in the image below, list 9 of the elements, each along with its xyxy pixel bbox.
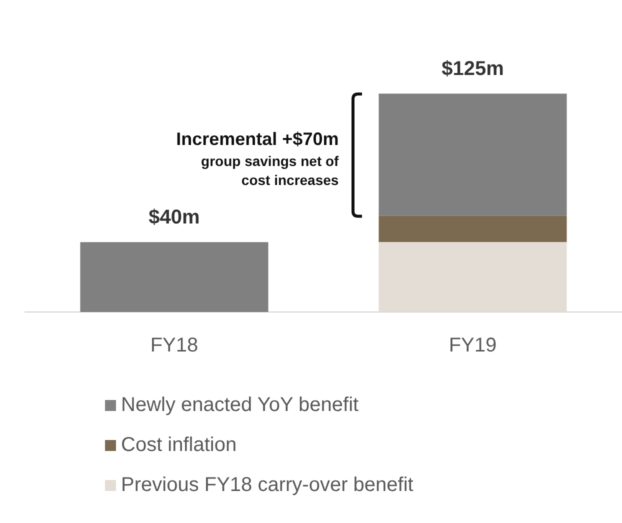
legend-label: Cost inflation xyxy=(121,434,237,456)
x-tick-label: FY18 xyxy=(150,334,198,357)
legend-label: Previous FY18 carry-over benefit xyxy=(121,474,414,496)
x-tick-label: FY19 xyxy=(448,334,497,357)
legend-label: Newly enacted YoY benefit xyxy=(121,394,359,416)
text: $125m xyxy=(442,58,504,80)
annotation: group savings net of cost increases xyxy=(200,152,339,190)
annotation: $40m xyxy=(148,206,200,229)
annotation: Incremental +$70m xyxy=(175,128,339,150)
